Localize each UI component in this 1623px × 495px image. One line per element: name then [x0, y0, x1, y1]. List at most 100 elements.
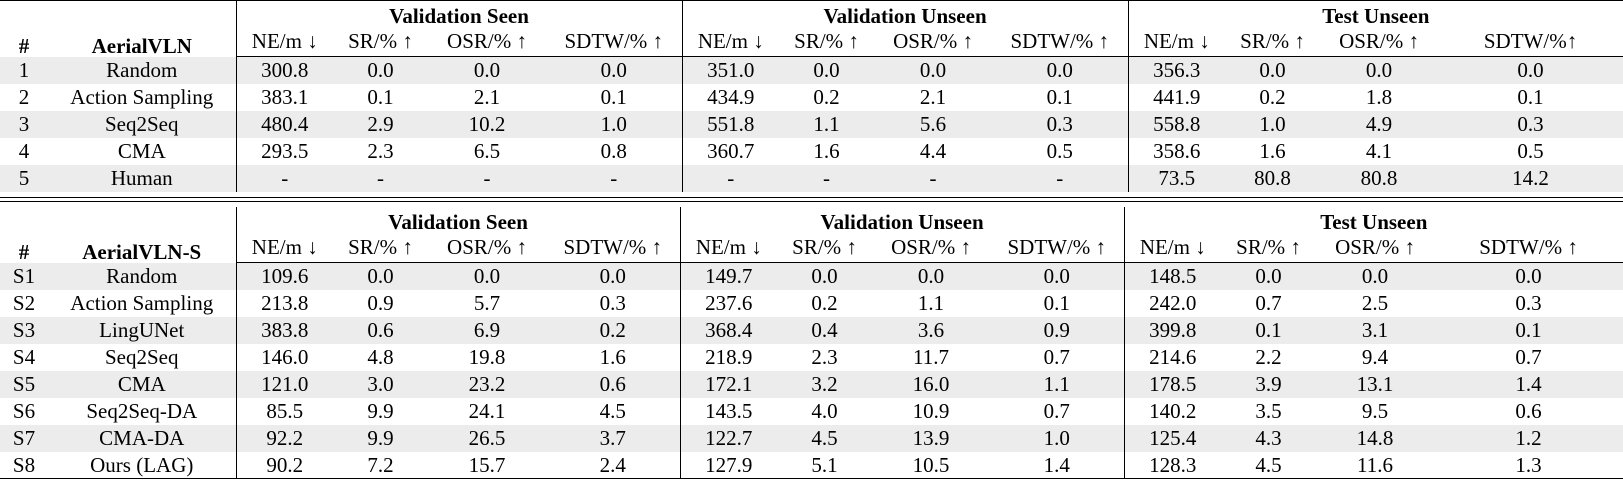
metric-cell: 3.9 [1221, 371, 1317, 398]
metric-cell: 6.9 [428, 317, 546, 344]
metric-cell: 19.8 [468, 345, 506, 369]
metric-cell: 2.1 [473, 85, 501, 109]
metric-cell: 0.0 [1320, 56, 1439, 84]
table-row: 5 Human - - - - - - - -73.5 80.8 80.8 14.2 [0, 165, 1623, 192]
method-name: Action Sampling [48, 290, 237, 317]
metric-cell: 0.8 [546, 138, 683, 165]
method-name: Ours (LAG) [48, 452, 237, 479]
row-index: S3 [0, 317, 48, 344]
method-name: Random [48, 56, 237, 84]
metric-cell: 2.5 [1361, 291, 1389, 315]
metric-cell: - [779, 165, 875, 192]
metric-cell: 368.4 [680, 317, 778, 344]
group-header-validation-unseen: Validation Unseen [680, 207, 1125, 233]
metric-cell: 1.6 [546, 344, 681, 371]
aerialvln-results-table: # AerialVLN Validation Seen Validation U… [0, 1, 1623, 192]
metric-cell: 15.7 [468, 453, 506, 477]
method-name: CMA [48, 371, 237, 398]
row-index: S1 [0, 262, 48, 290]
method-name: Seq2Seq [48, 111, 237, 138]
metric-cell: 0.6 [546, 371, 681, 398]
table-row: S2 Action Sampling 213.8 0.9 5.7 0.3 237.6 0.2 1… [0, 290, 1623, 317]
metric-cell: 2.2 [1255, 345, 1282, 369]
metric-cell: 0.2 [811, 291, 838, 315]
metric-cell: 4.5 [1255, 453, 1282, 477]
method-name: CMA-DA [48, 425, 237, 452]
metric-cell: 2.3 [367, 139, 394, 163]
table-row: 4 CMA 293.5 2.3 6.5 0.8 360.7 1.6 4.4 0.5 358.6 1.6… [0, 138, 1623, 165]
method-header: AerialVLN-S [48, 207, 237, 263]
metric-cell: 73.5 [1128, 165, 1226, 192]
metric-cell: 16.0 [872, 371, 991, 398]
row-index: 2 [18, 85, 30, 109]
metric-cell: 1.1 [779, 111, 875, 138]
metric-cell: 383.8 [236, 317, 333, 344]
metric-cell: 0.7 [990, 398, 1125, 425]
method-name: Seq2Seq [48, 344, 237, 371]
metric-header-ne: NE/m ↓ [680, 233, 778, 263]
table-row: 2 Action Sampling 383.1 0.1 2.1 0.1 434.9 0.2 2.… [0, 84, 1623, 111]
metric-cell: 0.0 [992, 56, 1129, 84]
metric-header-ne: NE/m ↓ [236, 233, 333, 263]
metric-cell: 3.0 [333, 371, 428, 398]
metric-cell: 0.1 [990, 290, 1125, 317]
metric-cell: 0.0 [1221, 262, 1317, 290]
table-row: S3 LingUNet 383.8 0.6 6.9 0.2 368.4 0.4 3.6 0.9 39… [0, 317, 1623, 344]
metric-cell: 26.5 [428, 425, 546, 452]
method-name: Human [48, 165, 237, 192]
row-index: 4 [18, 139, 30, 163]
metric-cell: 213.8 [261, 291, 309, 315]
metric-cell: 13.9 [872, 425, 991, 452]
metric-cell: 0.7 [1515, 345, 1542, 369]
group-header-validation-seen: Validation Seen [236, 1, 683, 27]
separator-rule-upper [0, 197, 1623, 198]
metric-cell: 2.3 [811, 345, 838, 369]
table-row: S5 CMA 121.0 3.0 23.2 0.6 172.1 3.2 16.0 1.1 178.5… [0, 371, 1623, 398]
metric-cell: 85.5 [266, 399, 304, 423]
top-rule [0, 0, 1623, 1]
index-header: # [18, 239, 30, 263]
metric-cell: 0.1 [546, 84, 683, 111]
metric-cell: 80.8 [1320, 165, 1439, 192]
metric-cell: 551.8 [682, 111, 780, 138]
metric-cell: 3.2 [777, 371, 873, 398]
metric-cell: 4.3 [1221, 425, 1317, 452]
metric-cell: 9.4 [1361, 345, 1389, 369]
metric-cell: 0.2 [1259, 85, 1286, 109]
metric-cell: 5.6 [874, 111, 993, 138]
group-header-test-unseen: Test Unseen [1320, 210, 1428, 233]
metric-header-ne: NE/m ↓ [236, 27, 333, 57]
metric-cell: 558.8 [1128, 111, 1226, 138]
metric-cell: 356.3 [1128, 56, 1226, 84]
metric-cell: 14.8 [1316, 425, 1435, 452]
metric-header-sdtw: SDTW/% ↑ [990, 233, 1125, 263]
metric-cell: 10.5 [912, 453, 950, 477]
metric-header-ne: NE/m ↓ [1128, 27, 1226, 57]
metric-cell: 0.1 [1517, 85, 1544, 109]
metric-cell: 0.0 [428, 56, 546, 84]
metric-cell: 0.3 [546, 290, 681, 317]
group-header-test-unseen: Test Unseen [1322, 4, 1430, 27]
metric-cell: 0.0 [546, 56, 683, 84]
metric-cell: 1.1 [917, 291, 945, 315]
metric-cell: 10.2 [428, 111, 546, 138]
metric-cell: 0.9 [367, 291, 394, 315]
metric-cell: 480.4 [236, 111, 333, 138]
metric-cell: 143.5 [705, 399, 753, 423]
metric-cell: 2.9 [333, 111, 428, 138]
metric-cell: 0.6 [1515, 399, 1542, 423]
metric-cell: 0.0 [1434, 262, 1623, 290]
metric-cell: 4.0 [811, 399, 838, 423]
metric-cell: 6.5 [473, 139, 501, 163]
row-index: S7 [0, 425, 48, 452]
metric-cell: 80.8 [1225, 165, 1321, 192]
aerialvln-table-body: 1 Random 300.8 0.0 0.0 0.0 351.0 0.0 0.0 0.0 356.3… [0, 56, 1623, 192]
metric-cell: - [236, 165, 333, 192]
metric-cell: 0.4 [777, 317, 873, 344]
metric-cell: 441.9 [1153, 85, 1201, 109]
table-row: S8 Ours (LAG) 90.2 7.2 15.7 2.4 127.9 5.1 10.5 1.… [0, 452, 1623, 479]
metric-cell: 127.9 [705, 453, 753, 477]
metric-header-osr: OSR/% ↑ [1316, 233, 1435, 263]
metric-cell: 10.9 [912, 399, 950, 423]
